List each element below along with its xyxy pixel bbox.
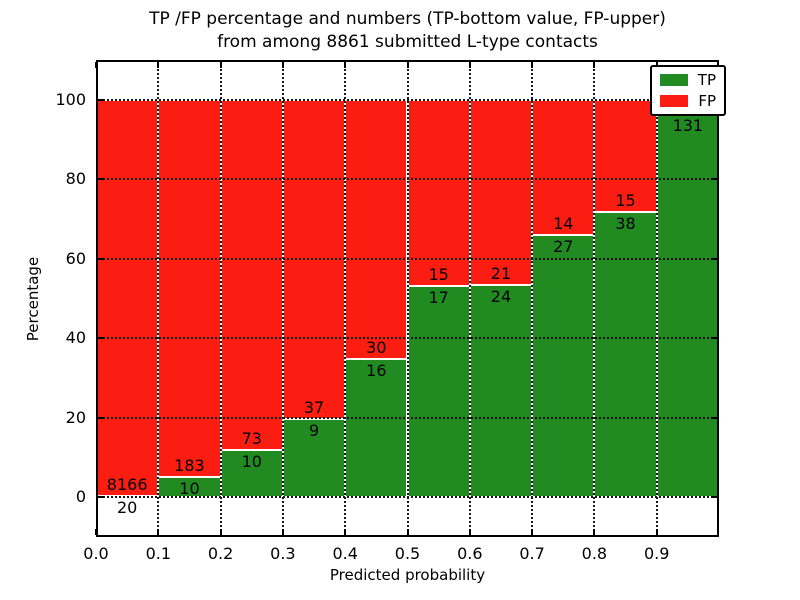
tp-count-label: 20 [116, 498, 138, 518]
v-gridline [468, 62, 471, 535]
y-tick-mark [98, 178, 104, 181]
v-gridline [219, 62, 222, 535]
fp-count-label: 73 [241, 428, 262, 448]
legend-swatch-tp [660, 74, 688, 86]
x-tick-mark [468, 62, 471, 68]
x-tick-mark [157, 529, 160, 535]
y-tick-mark [711, 178, 717, 181]
y-tick-mark [711, 257, 717, 260]
x-tick-mark [157, 62, 160, 68]
v-gridline [531, 62, 534, 535]
y-tick-mark [711, 496, 717, 499]
y-tick-label: 80 [65, 169, 86, 189]
x-tick-mark [531, 62, 534, 68]
fp-count-label: 15 [428, 265, 449, 285]
y-tick-label: 20 [65, 407, 86, 427]
y-tick-label: 40 [65, 328, 86, 348]
bar-fp-segment [532, 99, 595, 236]
x-tick-mark [95, 529, 97, 535]
bar-tp-segment [532, 235, 595, 498]
fp-count-label: 8166 [106, 475, 148, 495]
tp-count-label: 131 [672, 116, 704, 136]
x-tick-mark [406, 529, 409, 535]
x-tick-label: 0.5 [394, 544, 421, 563]
y-tick-mark [98, 496, 104, 499]
legend-swatch-fp [660, 95, 689, 107]
y-tick-mark [98, 416, 104, 419]
x-tick-mark [468, 529, 471, 535]
v-gridline [593, 62, 596, 535]
y-tick-label: 100 [55, 89, 86, 109]
bar-tp-segment [594, 212, 657, 498]
bar-fp-segment [220, 99, 283, 450]
x-tick-label: 0.0 [83, 544, 109, 563]
v-gridline [157, 62, 160, 535]
y-tick-label: 0 [75, 487, 86, 507]
x-tick-mark [219, 529, 222, 535]
y-tick-label: 60 [65, 248, 86, 268]
legend-item-fp: FP [660, 93, 716, 109]
legend-label-fp: FP [698, 92, 716, 110]
bar-fp-segment [96, 99, 159, 497]
chart-title-line2: from among 8861 submitted L-type contact… [217, 32, 598, 52]
legend: TP FP [650, 65, 726, 116]
tp-count-label: 10 [241, 451, 262, 471]
x-tick-mark [95, 62, 97, 68]
x-tick-mark [593, 529, 596, 535]
x-tick-label: 0.1 [145, 544, 172, 563]
legend-item-tp: TP [660, 72, 716, 88]
x-tick-mark [344, 529, 347, 535]
y-tick-mark [711, 337, 717, 340]
x-tick-label: 0.4 [332, 544, 358, 563]
tp-count-label: 27 [553, 237, 574, 257]
y-tick-mark [711, 416, 717, 419]
v-gridline [344, 62, 347, 535]
bar-tp-segment [469, 285, 533, 498]
tp-count-label: 10 [179, 478, 200, 498]
x-tick-mark [593, 62, 596, 68]
bar-tp-segment [656, 114, 719, 498]
fp-count-label: 14 [553, 214, 574, 234]
tp-count-label: 38 [615, 214, 636, 234]
bar-tp-segment [407, 286, 470, 498]
bar-fp-segment [345, 99, 408, 359]
x-tick-mark [281, 62, 284, 68]
fp-count-label: 30 [366, 337, 387, 357]
legend-label-tp: TP [697, 71, 716, 89]
bar-fp-segment [158, 99, 221, 477]
v-gridline [655, 62, 658, 535]
x-tick-mark [344, 62, 347, 68]
tp-count-label: 16 [366, 360, 387, 380]
x-tick-label: 0.7 [519, 544, 545, 563]
fp-count-label: 15 [615, 191, 636, 211]
v-gridline [281, 62, 284, 535]
tp-count-label: 9 [308, 421, 320, 441]
x-tick-label: 0.2 [207, 544, 234, 563]
tp-count-label: 17 [428, 288, 449, 308]
x-tick-label: 0.8 [581, 544, 608, 563]
y-tick-mark [98, 337, 104, 340]
x-tick-mark [406, 62, 409, 68]
x-tick-label: 0.3 [270, 544, 296, 563]
v-gridline [406, 62, 409, 535]
y-tick-mark [98, 257, 104, 260]
x-tick-mark [655, 529, 658, 535]
x-axis-label: Predicted probability [329, 566, 486, 584]
x-tick-label: 0.9 [643, 544, 670, 563]
y-tick-mark [98, 98, 104, 101]
x-tick-mark [531, 529, 534, 535]
tp-count-label: 24 [490, 287, 512, 307]
bar-tp-segment [282, 419, 346, 498]
fp-count-label: 21 [490, 264, 512, 284]
fp-count-label: 37 [303, 398, 325, 418]
x-tick-label: 0.6 [457, 544, 483, 563]
x-tick-mark [219, 62, 222, 68]
fp-count-label: 183 [174, 455, 205, 475]
x-tick-mark [281, 529, 284, 535]
chart-title-line1: TP /FP percentage and numbers (TP-bottom… [149, 9, 666, 29]
